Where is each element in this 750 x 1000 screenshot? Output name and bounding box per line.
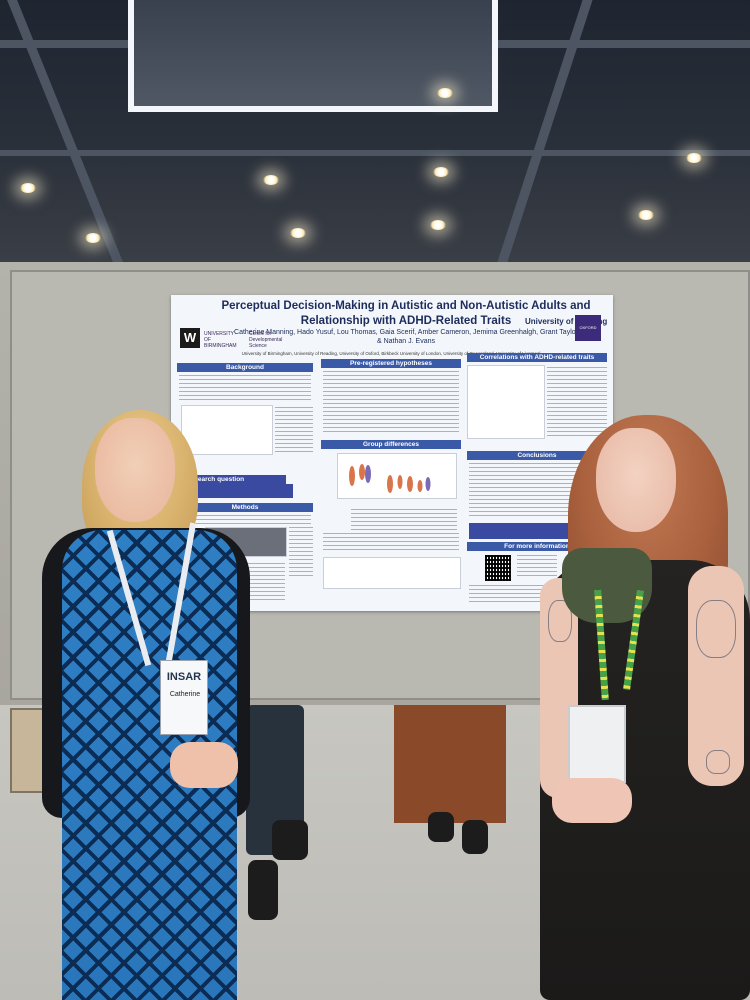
person-right-face: [596, 428, 676, 532]
badge-insar-logo: INSAR: [166, 671, 202, 683]
ceiling: [0, 0, 750, 262]
group-differences-distributions: [323, 557, 461, 589]
hypotheses-text: [323, 371, 459, 433]
bystander-shoe: [462, 820, 488, 854]
ceiling-light: [638, 210, 654, 220]
section-hypotheses-header: Pre-registered hypotheses: [321, 359, 461, 368]
ceiling-beam: [0, 150, 750, 156]
oxford-logo: OXFORD: [575, 315, 601, 341]
tattoo: [548, 600, 572, 642]
background-figure: [181, 405, 273, 455]
ceiling-light: [430, 220, 446, 230]
reading-logo: University of Reading: [525, 317, 608, 326]
ceiling-light: [290, 228, 306, 238]
research-question-box: [183, 484, 293, 498]
correlations-text: [547, 367, 607, 437]
centre-logo: Centre for Developmental Science: [249, 331, 283, 349]
tattoo: [696, 600, 736, 658]
bystander-shoe: [248, 860, 278, 920]
group-differences-violin-plot: [337, 453, 457, 499]
group-differences-summary: [323, 533, 459, 553]
section-conclusions-header: Conclusions: [467, 451, 607, 460]
ceiling-light: [20, 183, 36, 193]
ceiling-light: [263, 175, 279, 185]
background-figure-caption: [275, 407, 313, 453]
person-right-hands: [552, 778, 632, 823]
section-methods-header: Methods: [177, 503, 313, 512]
poster-affiliations: University of Birmingham, University of …: [241, 351, 541, 356]
correlation-scatterplots: [467, 365, 545, 439]
person-left-hands: [170, 742, 238, 788]
bystander-shoe: [428, 812, 454, 842]
section-more-information-header: For more information: [467, 542, 607, 551]
poster-authors: Catherine Manning, Hado Yusuf, Lou Thoma…: [234, 329, 578, 345]
methods-text: [179, 515, 311, 525]
ceiling-skylight: [128, 0, 498, 112]
ceiling-light: [437, 88, 453, 98]
violin-plot-graphic: [349, 464, 431, 493]
section-background-header: Background: [177, 363, 313, 372]
wellcome-logo: W: [180, 328, 200, 348]
person-left-face: [95, 418, 175, 522]
badge-name-text: Catherine: [169, 691, 201, 698]
qr-code: [485, 555, 511, 581]
section-research-question-header: Research question: [183, 475, 286, 484]
birmingham-logo: UNIVERSITY OF BIRMINGHAM: [204, 331, 237, 349]
ceiling-light: [686, 153, 702, 163]
name-badge-right: [568, 705, 626, 783]
poster-title: Perceptual Decision-Making in Autistic a…: [221, 300, 591, 327]
name-badge-left: INSAR Catherine: [160, 660, 208, 735]
contact-info: [517, 555, 557, 579]
section-group-differences-header: Group differences: [321, 440, 461, 449]
bystander-shoe: [272, 820, 308, 860]
background-text: [179, 375, 311, 403]
bystander-trousers: [394, 705, 506, 823]
group-differences-text: [351, 509, 457, 531]
section-correlations-header: Correlations with ADHD-related traits: [467, 353, 607, 362]
ceiling-light: [85, 233, 101, 243]
ceiling-light: [433, 167, 449, 177]
tattoo: [706, 750, 730, 774]
methods-detail: [289, 527, 313, 579]
